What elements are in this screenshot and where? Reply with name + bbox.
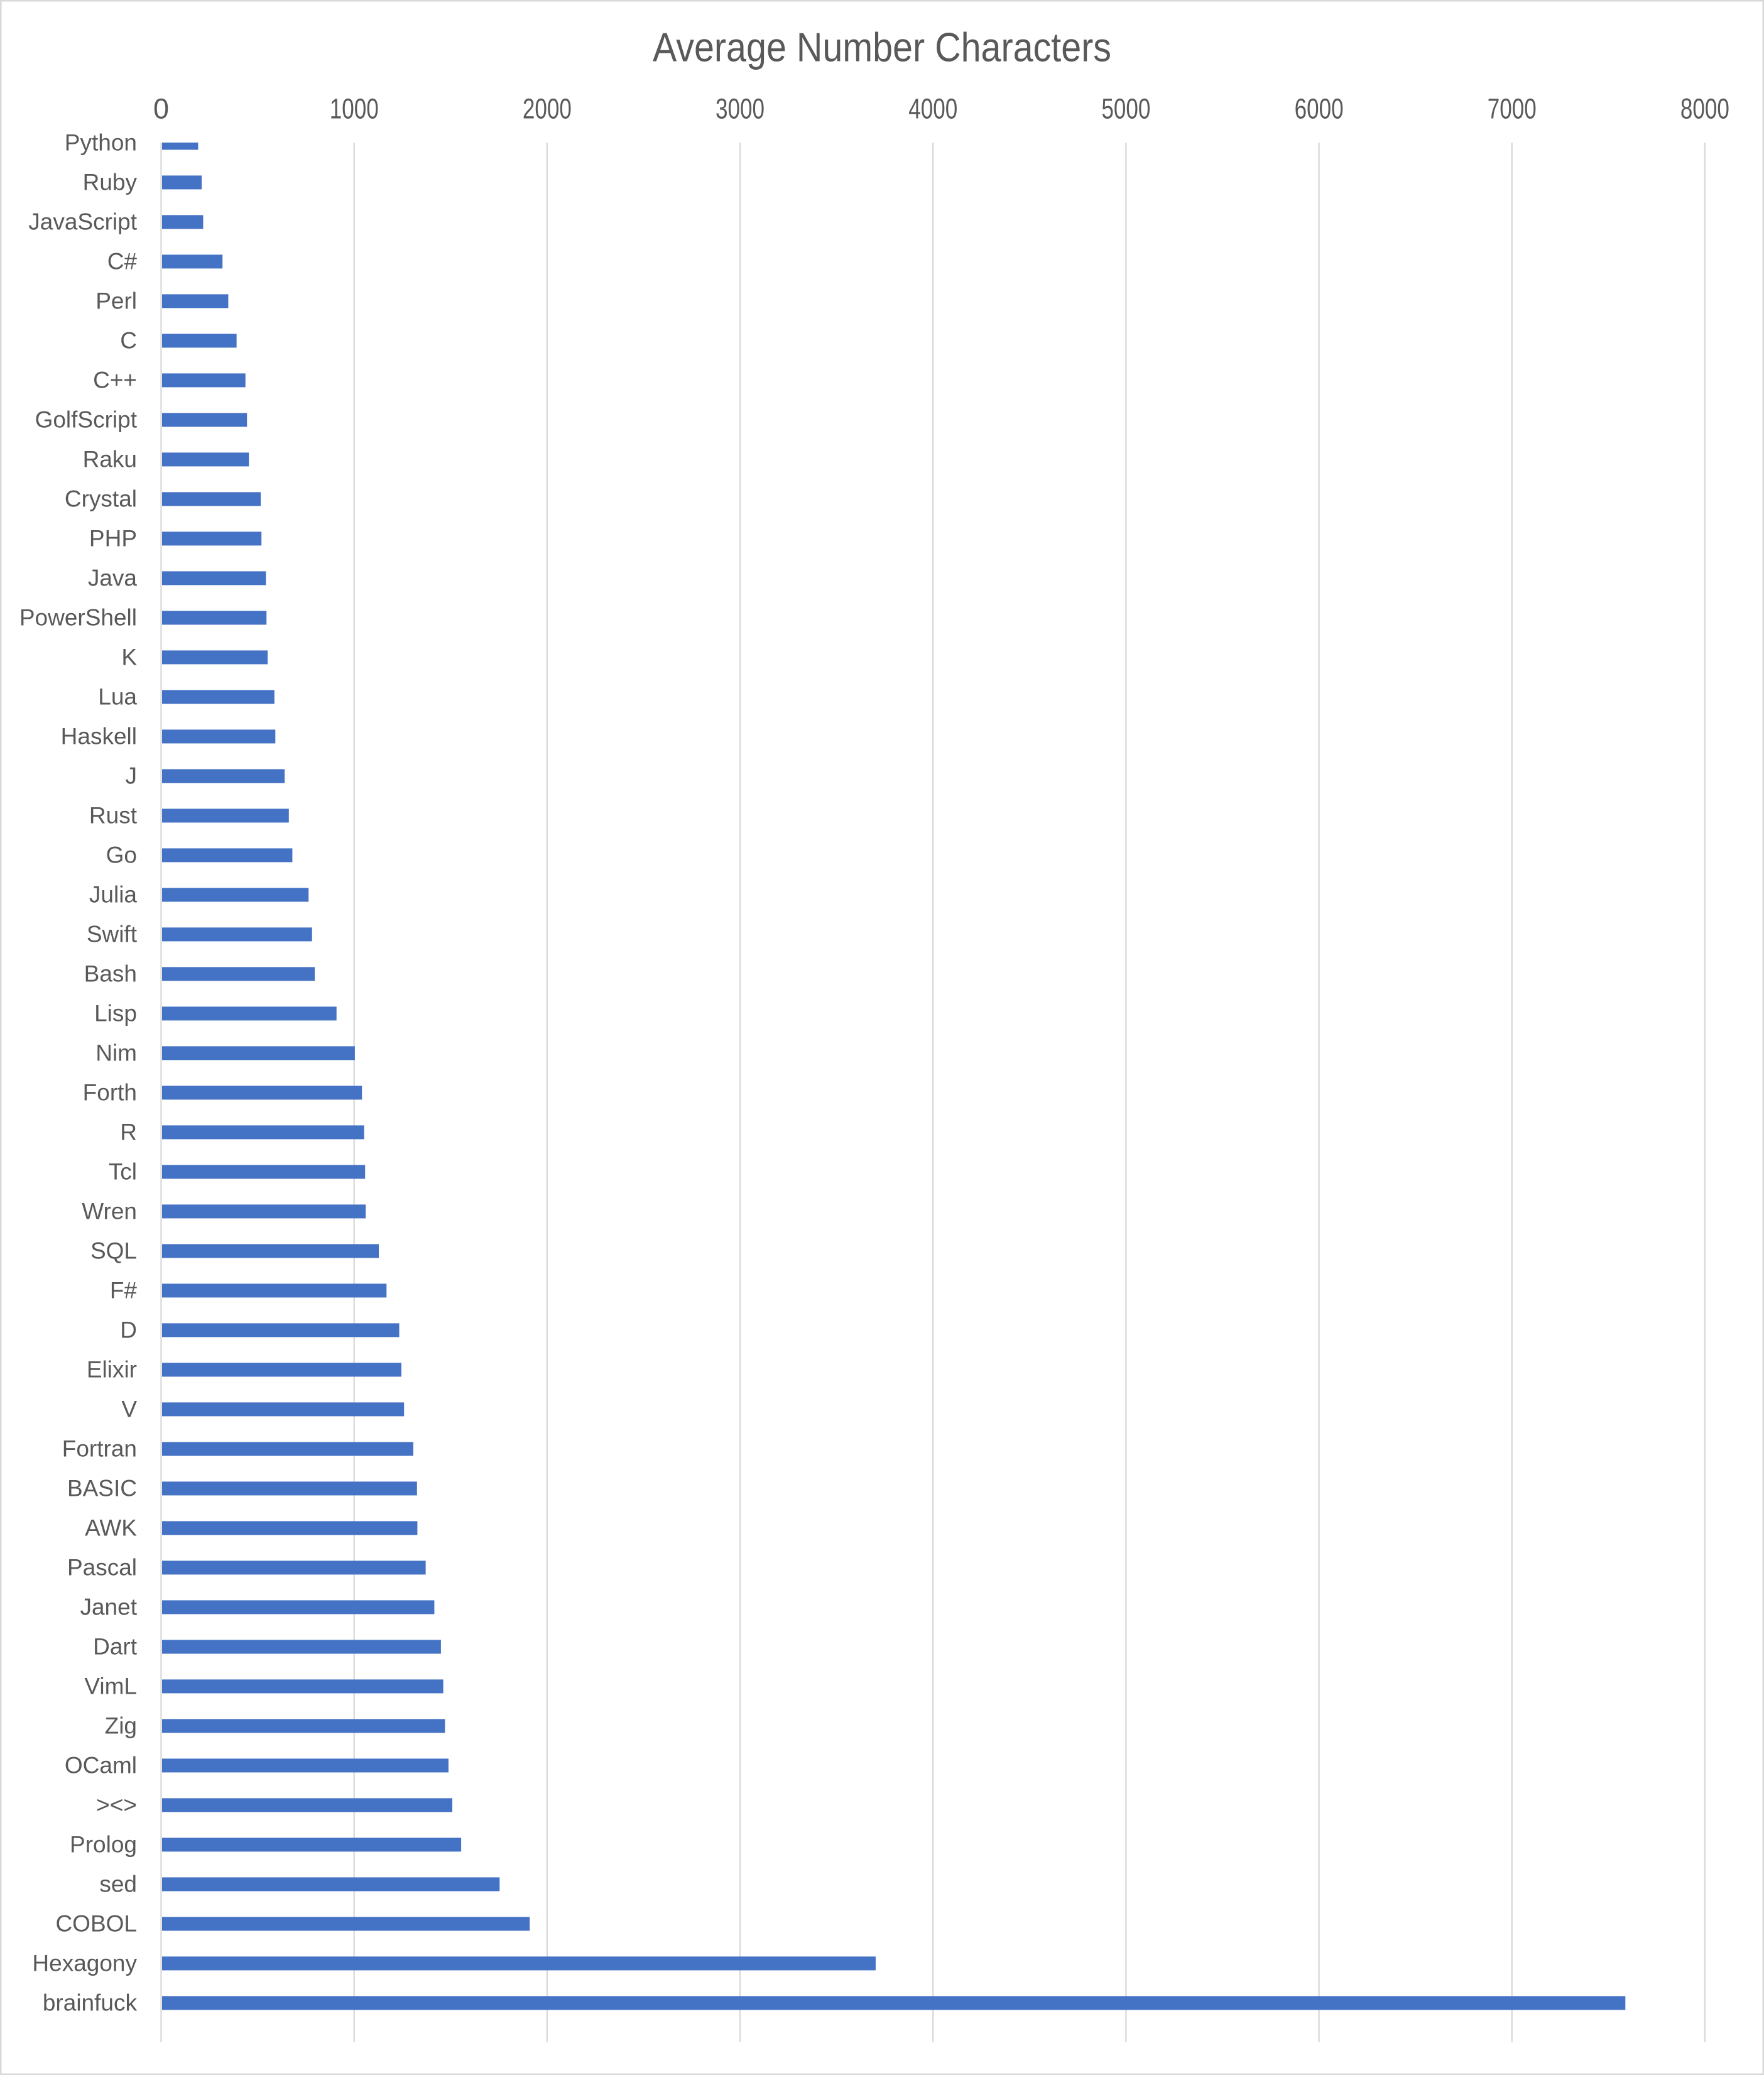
svg-text:Janet: Janet <box>80 1594 137 1620</box>
svg-text:Ruby: Ruby <box>83 169 138 195</box>
svg-text:D: D <box>120 1317 137 1342</box>
svg-text:Nim: Nim <box>95 1040 137 1065</box>
svg-text:F#: F# <box>110 1277 138 1303</box>
svg-text:PHP: PHP <box>89 525 137 551</box>
svg-text:OCaml: OCaml <box>65 1752 137 1778</box>
svg-text:Java: Java <box>88 565 138 591</box>
svg-text:4000: 4000 <box>908 93 957 125</box>
svg-text:AWK: AWK <box>85 1515 137 1540</box>
svg-text:C#: C# <box>107 248 138 274</box>
svg-text:Raku: Raku <box>83 446 137 472</box>
svg-text:Forth: Forth <box>83 1079 137 1105</box>
svg-text:Average Number Characters: Average Number Characters <box>653 25 1111 70</box>
svg-text:8000: 8000 <box>1680 93 1729 125</box>
svg-text:JavaScript: JavaScript <box>28 209 137 234</box>
svg-text:Hexagony: Hexagony <box>32 1950 137 1976</box>
svg-text:brainfuck: brainfuck <box>43 1990 138 2015</box>
svg-text:Go: Go <box>106 842 137 868</box>
svg-text:5000: 5000 <box>1101 93 1150 125</box>
svg-text:Lua: Lua <box>98 683 137 709</box>
svg-text:R: R <box>120 1119 137 1145</box>
svg-text:Tcl: Tcl <box>109 1158 137 1184</box>
svg-text:Julia: Julia <box>89 881 138 907</box>
svg-text:BASIC: BASIC <box>67 1475 137 1501</box>
svg-text:Rust: Rust <box>89 802 138 828</box>
svg-text:3000: 3000 <box>716 93 765 125</box>
svg-text:Crystal: Crystal <box>65 486 137 511</box>
svg-text:PowerShell: PowerShell <box>19 604 137 630</box>
svg-text:6000: 6000 <box>1295 93 1344 125</box>
svg-text:Swift: Swift <box>87 921 138 947</box>
svg-text:K: K <box>121 644 137 670</box>
svg-text:SQL: SQL <box>90 1238 137 1263</box>
svg-text:Dart: Dart <box>93 1633 138 1659</box>
svg-text:C++: C++ <box>93 367 137 393</box>
svg-text:Pascal: Pascal <box>67 1554 137 1580</box>
svg-text:Prolog: Prolog <box>70 1831 137 1857</box>
svg-text:Elixir: Elixir <box>87 1356 137 1382</box>
svg-text:sed: sed <box>99 1871 137 1897</box>
svg-text:0: 0 <box>153 93 169 125</box>
svg-text:Bash: Bash <box>84 961 137 986</box>
svg-text:Wren: Wren <box>82 1198 137 1224</box>
svg-text:Haskell: Haskell <box>61 723 137 749</box>
svg-text:Fortran: Fortran <box>62 1435 137 1461</box>
svg-text:J: J <box>126 763 138 788</box>
svg-text:1000: 1000 <box>330 93 379 125</box>
svg-text:Zig: Zig <box>105 1713 137 1738</box>
svg-text:7000: 7000 <box>1488 93 1537 125</box>
svg-text:V: V <box>121 1396 137 1422</box>
svg-text:><>: ><> <box>96 1792 137 1817</box>
svg-text:Perl: Perl <box>95 288 137 313</box>
svg-text:GolfScript: GolfScript <box>35 406 138 432</box>
svg-text:2000: 2000 <box>523 93 572 125</box>
svg-text:Python: Python <box>65 129 137 155</box>
svg-text:Lisp: Lisp <box>94 1000 137 1026</box>
svg-text:C: C <box>120 327 137 353</box>
svg-text:COBOL: COBOL <box>55 1910 137 1936</box>
svg-text:VimL: VimL <box>84 1673 137 1699</box>
